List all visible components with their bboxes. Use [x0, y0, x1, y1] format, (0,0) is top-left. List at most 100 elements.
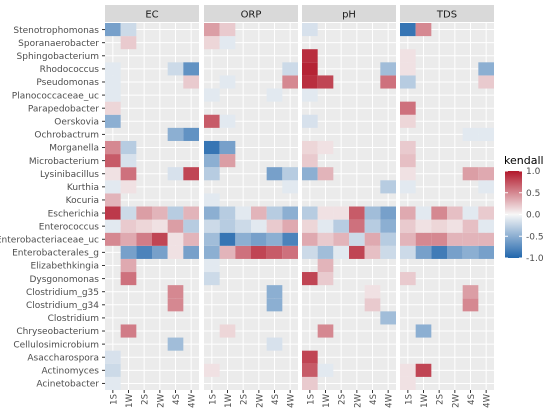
heatmap-cell [235, 245, 251, 259]
heatmap-cell [317, 167, 334, 181]
heatmap-cell [302, 167, 318, 181]
heatmap-cell [302, 140, 318, 155]
heatmap-cell [349, 232, 365, 246]
x-tick-label: 1W [420, 393, 430, 407]
heatmap-cell [415, 23, 432, 37]
heatmap-cell [317, 75, 334, 89]
heatmap-cell [219, 154, 236, 168]
heatmap-cell [105, 154, 121, 168]
x-tick-label: 4S [369, 394, 379, 405]
x-tick-label: 1S [208, 394, 218, 405]
x-tick-label: 4S [172, 394, 182, 405]
heatmap-cell [400, 167, 416, 181]
x-tick-label: 1W [125, 393, 135, 407]
heatmap-cell [204, 363, 220, 377]
heatmap-cell [219, 75, 236, 89]
heatmap-cell [302, 154, 318, 168]
heatmap-cell [302, 75, 318, 89]
heatmap-cell [462, 219, 479, 233]
heatmap-cell [380, 75, 396, 89]
facet-strip-orp [204, 5, 298, 22]
facet-panel-ph: pH 1S 1W 2S 2W 4S 4W [302, 5, 396, 408]
heatmap-cell [219, 140, 236, 155]
heatmap-cell [478, 62, 494, 76]
heatmap-cell [105, 193, 121, 207]
x-tick-label: 4W [385, 393, 395, 407]
heatmap-cell [431, 206, 447, 220]
heatmap-cell [317, 258, 334, 273]
y-tick-label: Asaccharospora [27, 353, 99, 363]
heatmap-cell [282, 206, 298, 220]
y-tick-label: Clostridium_g34 [26, 301, 99, 311]
facet-label-tds: TDS [436, 10, 457, 21]
heatmap-cell [400, 232, 416, 246]
facet-strip-ph [302, 5, 396, 22]
heatmap-cell [317, 245, 334, 259]
heatmap-cell [364, 245, 381, 259]
heatmap-cell [462, 232, 479, 246]
heatmap-cell [282, 219, 298, 233]
heatmap-cell [462, 245, 479, 259]
facet-panel-tds: TDS 1S 1W 2S 2W 4S 4W [400, 5, 494, 408]
heatmap-cell [204, 167, 220, 181]
heatmap-cell [462, 127, 479, 141]
heatmap-cell [266, 232, 283, 246]
legend-title: kendall [504, 154, 544, 167]
heatmap-cell [105, 350, 121, 364]
y-tick-label: Sphingobacterium [17, 52, 99, 62]
heatmap-cell [105, 101, 121, 115]
heatmap-cell [400, 49, 416, 63]
y-tick-label: Enterobacterales_g [12, 249, 99, 259]
heatmap-cell [266, 337, 283, 351]
facet-panels: EC 1S 1W 2S 2W 4S 4W ORP 1S 1W 2S 2W 4S 4W pH 1S 1W 2S 2W 4… [105, 5, 494, 408]
x-tick-label: 2S [240, 394, 250, 405]
heatmap-cell [317, 324, 334, 338]
heatmap-cell [302, 376, 318, 390]
legend-tick-label: -0.5 [526, 232, 544, 242]
heatmap-cell [364, 232, 381, 246]
y-tick-label: Clostridium_g35 [26, 288, 99, 298]
heatmap-cell [183, 206, 199, 220]
heatmap-cell [302, 272, 318, 286]
heatmap-cell [251, 206, 267, 220]
heatmap-cell [317, 272, 334, 286]
heatmap-cell [462, 298, 479, 312]
heatmap-cell [349, 219, 365, 233]
heatmap-cell [302, 350, 318, 364]
y-tick-label: Morganella [49, 144, 99, 154]
y-tick-label: Clostridium [48, 314, 99, 324]
heatmap-cell [400, 101, 416, 115]
heatmap-cell [302, 245, 318, 259]
heatmap-cell [120, 180, 137, 194]
y-tick-label: Sporanaerobacter [18, 39, 99, 49]
x-tick-label: 2S [436, 394, 446, 405]
heatmap-cell [120, 154, 137, 168]
heatmap-cell [167, 245, 184, 259]
heatmap-cell [136, 219, 152, 233]
heatmap-cell [400, 245, 416, 259]
heatmap-cell [333, 219, 349, 233]
y-tick-label: Microbacterium [29, 157, 99, 167]
facet-panel-orp: ORP 1S 1W 2S 2W 4S 4W [204, 5, 298, 408]
heatmap-cell [120, 36, 137, 50]
heatmap-cell [105, 140, 121, 155]
legend: kendall 1.0 0.5 0.0 -0.5 -1.0 [504, 154, 544, 264]
heatmap-cell [266, 167, 283, 181]
heatmap-cell [251, 232, 267, 246]
heatmap-cell [380, 206, 396, 220]
heatmap-cell [317, 206, 334, 220]
heatmap-cell [120, 232, 137, 246]
heatmap-cell [478, 127, 494, 141]
heatmap-cell [400, 23, 416, 37]
heatmap-cell [282, 167, 298, 181]
heatmap-cell [120, 272, 137, 286]
heatmap-cell [478, 180, 494, 194]
heatmap-cell [400, 206, 416, 220]
legend-tick-label: 0.5 [526, 189, 540, 199]
x-tick-label: 4W [287, 393, 297, 407]
heatmap-cell [364, 298, 381, 312]
heatmap-cell [380, 311, 396, 325]
y-axis-labels: Acinetobacter Actinomyces Asaccharospora Ce… [0, 26, 105, 390]
x-tick-label: 4S [271, 394, 281, 405]
